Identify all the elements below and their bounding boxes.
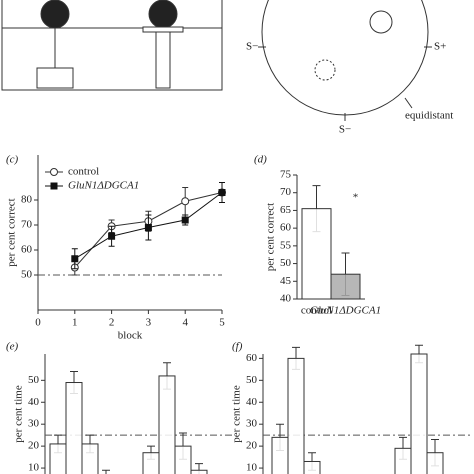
bar [81, 443, 99, 474]
y-tick-label: 20 [28, 440, 40, 452]
y-tick-label: 60 [246, 352, 258, 364]
base [36, 67, 74, 89]
y-tick-label: 50 [28, 374, 40, 386]
panel-a [1, 0, 223, 91]
object [148, 0, 178, 29]
y-axis-label: per cent time [231, 385, 243, 443]
y-tick-label: 10 [246, 462, 258, 474]
bar [303, 460, 321, 474]
y-tick-label: 70 [280, 186, 292, 198]
y-tick-label: 70 [21, 219, 33, 231]
y-tick-label: 50 [21, 269, 33, 281]
x-tick-label: 4 [182, 317, 188, 329]
bar [174, 445, 192, 474]
bar [49, 443, 67, 474]
x-tick-label: 1 [72, 317, 78, 329]
bar [330, 273, 361, 300]
y-tick-label: 30 [246, 418, 258, 430]
label: equidistant [405, 110, 453, 122]
point [181, 197, 190, 206]
y-axis-label: per cent correct [265, 203, 277, 271]
point [144, 224, 152, 231]
y-tick-label: 10 [28, 462, 40, 474]
y-tick-label: 60 [21, 244, 33, 256]
point [218, 189, 226, 196]
platform [142, 26, 184, 33]
y-tick-label: 40 [280, 293, 292, 305]
y-axis-label: per cent time [13, 385, 25, 443]
pole [155, 31, 171, 89]
point [108, 232, 116, 240]
bar [158, 375, 176, 474]
legend-label: control [68, 166, 99, 178]
bar [287, 357, 305, 474]
bar [410, 353, 428, 474]
y-tick-label: 45 [280, 275, 292, 287]
y-tick-label: 75 [280, 169, 292, 181]
bar [142, 452, 160, 474]
platform-hidden [314, 59, 336, 81]
panel-label: (d) [254, 154, 267, 166]
panel-label: (c) [6, 154, 19, 166]
legend-label: GluN1ΔDGCA1 [68, 180, 139, 192]
y-tick-label: 60 [280, 222, 292, 234]
bar [394, 447, 412, 474]
y-axis-label: per cent correct [6, 198, 18, 266]
label: S+ [434, 41, 446, 53]
platform-visible [369, 10, 393, 34]
x-tick-label: control [301, 305, 332, 317]
panel-label: (f) [232, 341, 243, 353]
bar [190, 469, 208, 474]
label: S− [339, 124, 351, 136]
bar [65, 382, 83, 474]
y-tick-label: 50 [246, 374, 258, 386]
x-axis-label: block [118, 330, 143, 342]
y-tick-label: 50 [280, 257, 292, 269]
box [1, 0, 223, 91]
y-tick-label: 80 [21, 194, 33, 206]
arena [261, 0, 429, 116]
error-bar [102, 469, 110, 474]
point [181, 216, 189, 224]
panel-label: (e) [6, 341, 19, 353]
x-tick-label: 0 [35, 317, 41, 329]
y-tick-label: 55 [280, 239, 292, 251]
legend-marker [50, 168, 58, 176]
y-tick-label: 20 [246, 440, 258, 452]
point [71, 255, 79, 263]
x-tick-label: 5 [219, 317, 225, 329]
x-tick-label: GluN1ΔDGCA1 [310, 305, 381, 317]
y-tick-label: 40 [28, 396, 40, 408]
label: S− [246, 41, 258, 53]
bar [426, 452, 444, 474]
y-tick-label: 30 [28, 418, 40, 430]
legend-marker [50, 182, 58, 190]
marker [404, 97, 413, 109]
bar [301, 208, 332, 300]
x-tick-label: 3 [146, 317, 152, 329]
annotation: * [353, 192, 359, 204]
panel-b: S− S+ S− equidistant [246, 0, 453, 136]
x-tick-label: 2 [109, 317, 115, 329]
bar [271, 436, 289, 474]
object [40, 0, 70, 29]
y-tick-label: 40 [246, 396, 258, 408]
y-tick-label: 65 [280, 204, 292, 216]
